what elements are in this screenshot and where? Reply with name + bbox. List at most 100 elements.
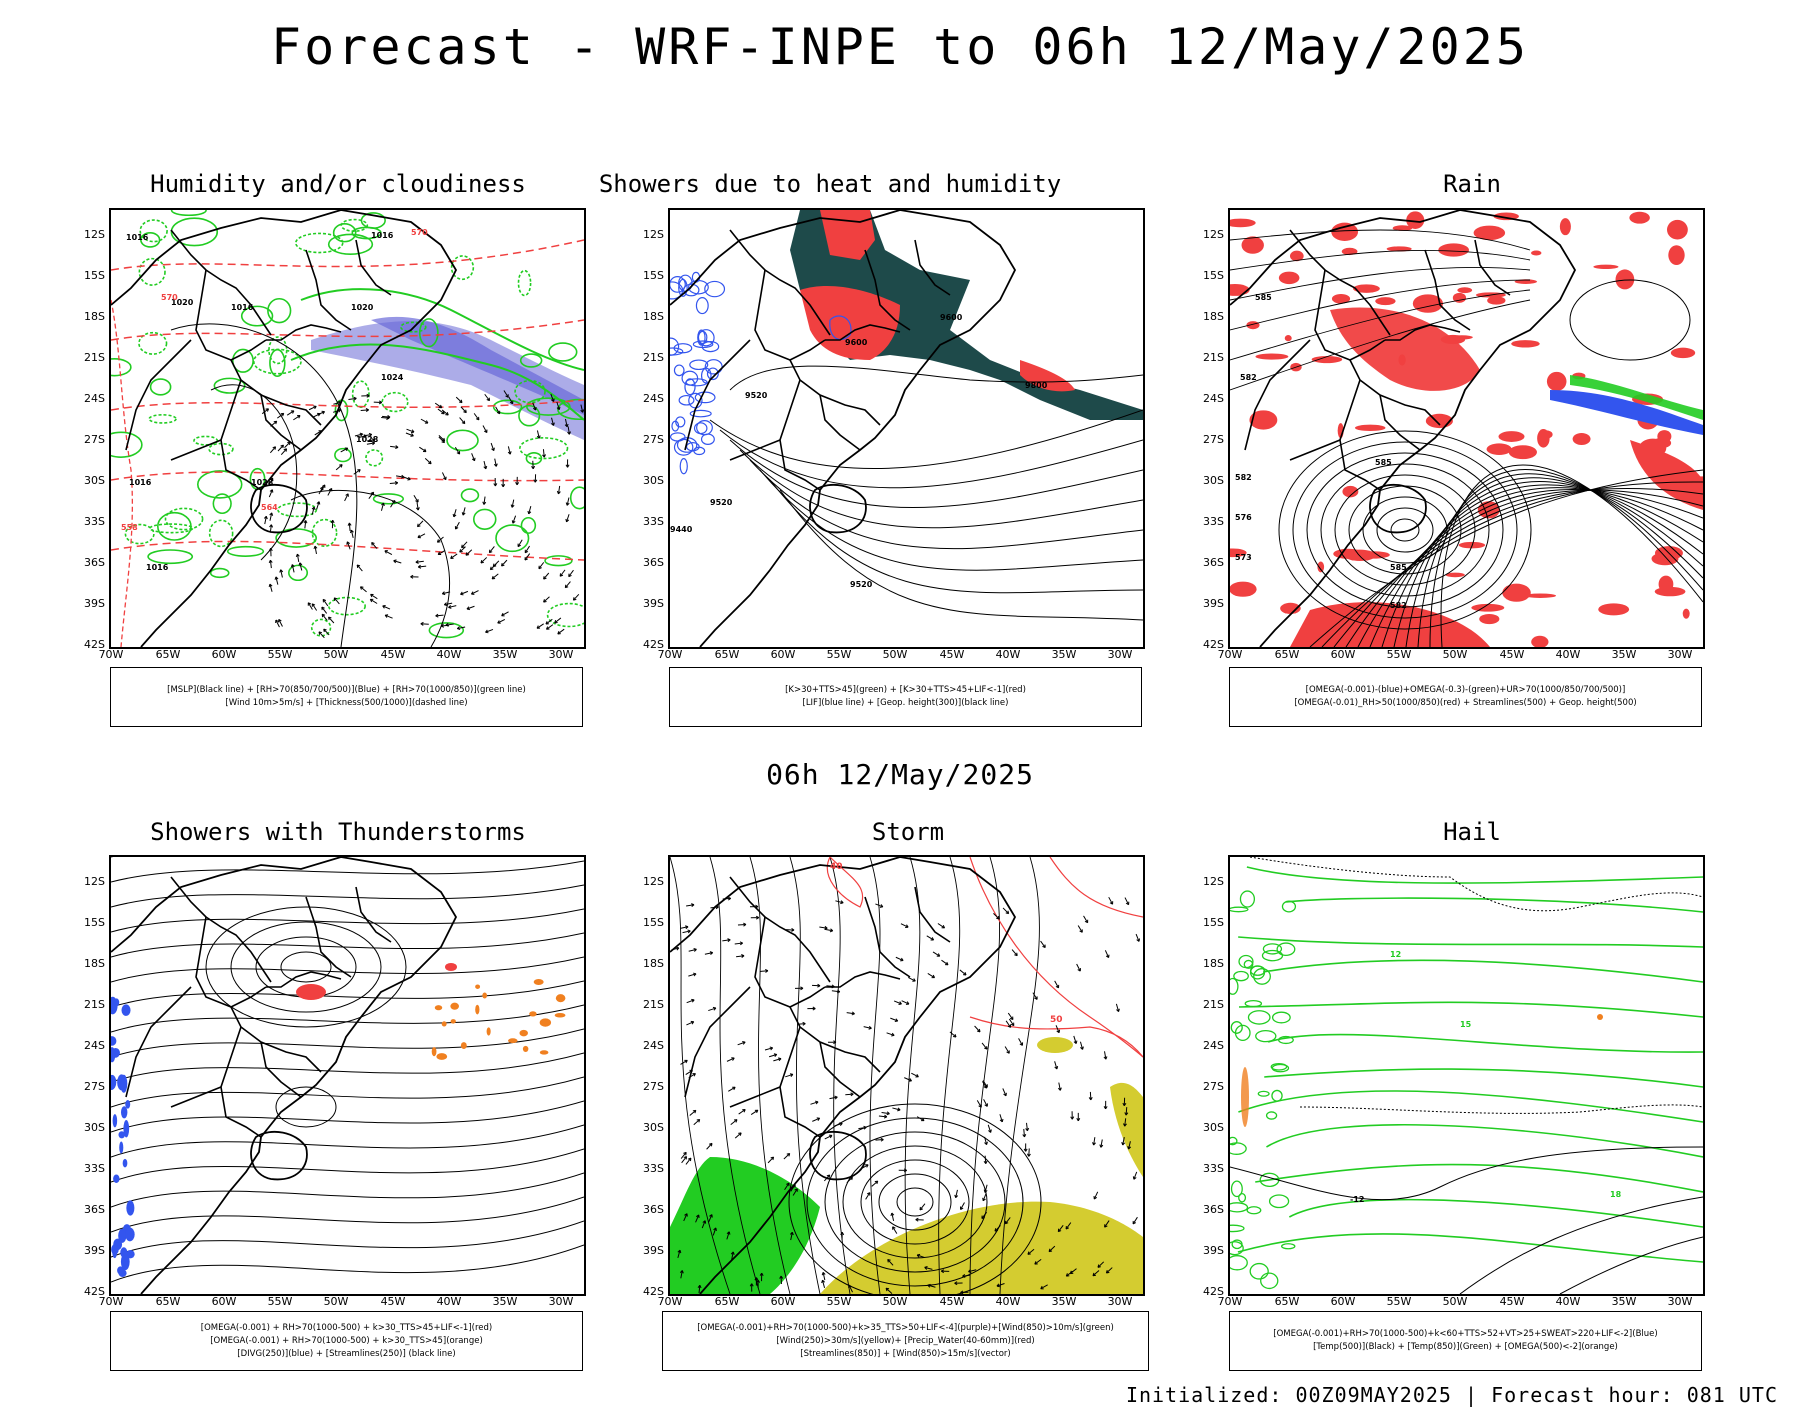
contour-label: 1016 bbox=[126, 233, 149, 242]
rh-green-contour bbox=[209, 444, 233, 455]
lat-tick-label: 21S bbox=[636, 998, 664, 1011]
lon-tick-label: 65W bbox=[1272, 1295, 1302, 1308]
country-border bbox=[196, 270, 266, 360]
rh-green-contour bbox=[210, 520, 233, 546]
contour-label: 1016 bbox=[231, 303, 254, 312]
lat-tick-label: 24S bbox=[636, 392, 664, 405]
country-border bbox=[356, 887, 391, 942]
lat-tick-label: 12S bbox=[636, 228, 664, 241]
temp-850-green-line bbox=[1273, 1012, 1291, 1023]
lif-blue-line bbox=[705, 360, 722, 374]
wind-250-yellow-area bbox=[1110, 1083, 1143, 1177]
rh-green-contour bbox=[296, 233, 343, 252]
legend-line: [Wind 10m>5m/s] + [Thickness(500/1000)](… bbox=[225, 697, 467, 710]
omega-orange-area bbox=[482, 992, 487, 998]
lon-tick-label: 50W bbox=[321, 1295, 351, 1308]
legend-line: [DIVG(250)](blue) + [Streamlines(250)] (… bbox=[237, 1348, 455, 1361]
lon-tick-label: 55W bbox=[265, 648, 295, 661]
lon-tick-label: 35W bbox=[490, 1295, 520, 1308]
streamline-250 bbox=[111, 1197, 584, 1232]
lat-tick-label: 27S bbox=[1196, 433, 1224, 446]
omega-rh-red-area bbox=[1242, 236, 1264, 253]
precip-water-red-line bbox=[1050, 857, 1143, 917]
temp-850-green-line bbox=[1250, 1264, 1268, 1279]
omega-rh-red-area bbox=[1671, 348, 1695, 358]
rh-green-contour bbox=[474, 509, 496, 529]
uruguay-border bbox=[251, 1132, 307, 1180]
temp-850-green-line bbox=[1263, 944, 1281, 954]
lon-tick-label: 60W bbox=[209, 648, 239, 661]
lat-tick-label: 12S bbox=[1196, 875, 1224, 888]
divg-blue-area bbox=[111, 1048, 120, 1058]
contour-label: 9520 bbox=[710, 498, 733, 507]
omega-rh-red-area bbox=[1355, 425, 1386, 431]
lat-tick-label: 12S bbox=[636, 875, 664, 888]
rh-green-contour bbox=[521, 518, 535, 533]
country-border bbox=[231, 1007, 321, 1072]
lat-tick-label: 39S bbox=[636, 597, 664, 610]
lon-tick-label: 70W bbox=[655, 648, 685, 661]
lat-tick-label: 18S bbox=[1196, 310, 1224, 323]
temp-850-green-line bbox=[1230, 1225, 1244, 1231]
lat-tick-label: 33S bbox=[77, 515, 105, 528]
lat-tick-label: 18S bbox=[77, 310, 105, 323]
lon-tick-label: 55W bbox=[1384, 1295, 1414, 1308]
lon-tick-label: 40W bbox=[993, 648, 1023, 661]
streamline-250 bbox=[111, 1173, 584, 1207]
omega-rh-red-area bbox=[1509, 445, 1537, 459]
temp-850-green-line bbox=[1282, 1244, 1295, 1249]
uruguay-border bbox=[251, 485, 307, 533]
omega-orange-area bbox=[451, 1019, 456, 1023]
contour-label: 9520 bbox=[745, 391, 768, 400]
rh-green-contour bbox=[228, 547, 264, 557]
lif-blue-line bbox=[670, 277, 685, 293]
temp-850-green-line bbox=[1261, 1273, 1278, 1288]
omega-orange-area bbox=[1597, 1014, 1603, 1020]
omega-blue-area bbox=[1550, 390, 1703, 435]
omega-rh-red-area bbox=[1537, 429, 1549, 448]
lon-tick-label: 35W bbox=[1049, 648, 1079, 661]
contour-label: 15 bbox=[1460, 1020, 1472, 1029]
omega-orange-area bbox=[520, 1030, 528, 1036]
legend-line: [OMEGA(-0.001)-(blue)+OMEGA(-0.3)-(green… bbox=[1306, 684, 1626, 697]
streamline-250 bbox=[111, 933, 584, 957]
rh-green-contour bbox=[353, 381, 369, 407]
legend-showers-heat: [K>30+TTS>45](green) + [K>30+TTS>45+LIF<… bbox=[669, 667, 1142, 727]
temp-850-green-line bbox=[1230, 907, 1248, 911]
streamline-250 bbox=[111, 1125, 584, 1157]
lat-tick-label: 30S bbox=[636, 474, 664, 487]
temp-850-green-line bbox=[1286, 898, 1703, 912]
lif-blue-line bbox=[702, 434, 715, 444]
streamline-250 bbox=[111, 885, 584, 907]
lon-tick-label: 70W bbox=[96, 1295, 126, 1308]
rh-green-contour bbox=[462, 489, 479, 501]
temp-850-green-line bbox=[1267, 1112, 1277, 1119]
lon-tick-label: 30W bbox=[1665, 1295, 1695, 1308]
rh-green-contour bbox=[382, 393, 408, 412]
lat-tick-label: 33S bbox=[1196, 1162, 1224, 1175]
contour-label: 582 bbox=[1390, 601, 1407, 610]
temp-850-green-line bbox=[1270, 1195, 1289, 1208]
contour-label: 1020 bbox=[351, 303, 374, 312]
lon-tick-label: 55W bbox=[265, 1295, 295, 1308]
temp-850-green-line bbox=[1248, 1011, 1269, 1024]
lat-tick-label: 21S bbox=[1196, 998, 1224, 1011]
omega-orange-area bbox=[436, 1053, 447, 1060]
lif-blue-line bbox=[679, 396, 694, 405]
lon-tick-label: 55W bbox=[824, 648, 854, 661]
lon-tick-label: 50W bbox=[1440, 648, 1470, 661]
omega-rh-red-area bbox=[1255, 354, 1288, 360]
omega-orange-area bbox=[555, 1013, 566, 1017]
panel-title-storm: Storm bbox=[648, 818, 1168, 846]
lon-tick-label: 65W bbox=[1272, 648, 1302, 661]
temp-850-green-line bbox=[1231, 1022, 1242, 1034]
country-border bbox=[730, 877, 830, 982]
divg-blue-area bbox=[111, 1244, 119, 1254]
country-border bbox=[356, 240, 391, 295]
country-border bbox=[685, 340, 750, 450]
legend-humidity: [MSLP](Black line) + [RH>70(850/700/500)… bbox=[110, 667, 583, 727]
temp-500-black-line bbox=[1560, 1237, 1703, 1294]
omega-orange-area bbox=[435, 1005, 442, 1010]
lon-tick-label: 30W bbox=[546, 648, 576, 661]
